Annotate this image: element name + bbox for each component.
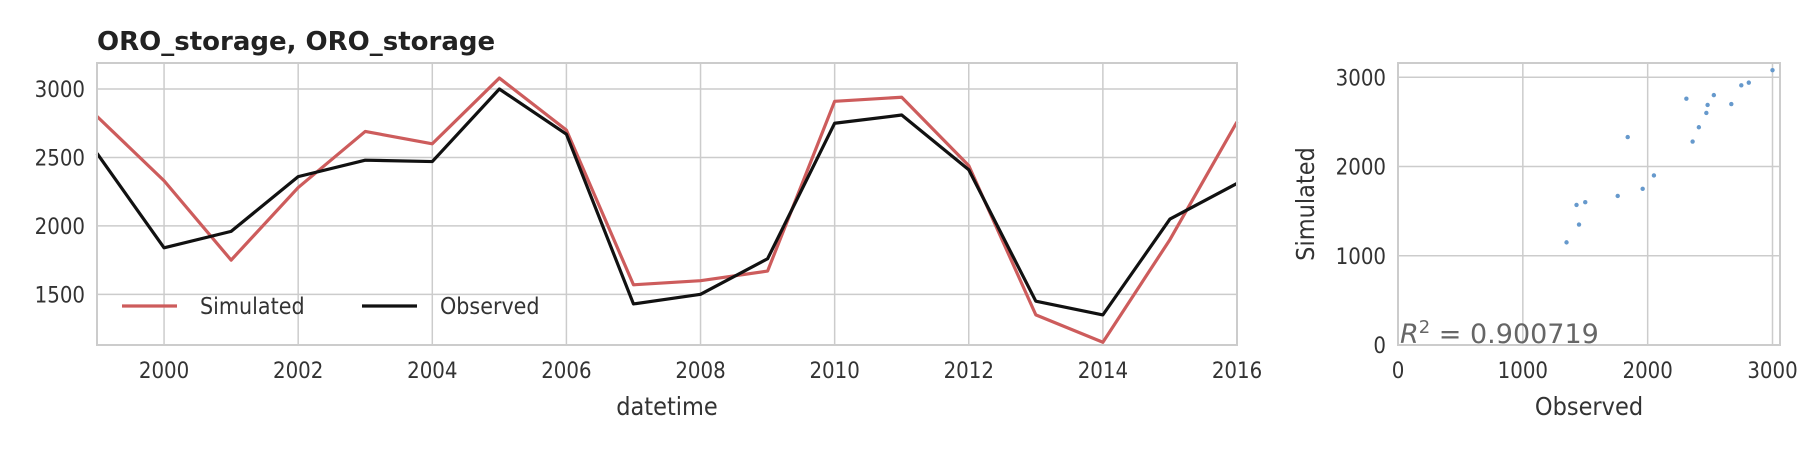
scatter-y-tick-labels: 0 1000 2000 3000 (1336, 66, 1386, 359)
legend-label-simulated: Simulated (200, 294, 305, 320)
y-tick-label: 2000 (35, 215, 85, 240)
x-tick-label: 2010 (809, 359, 859, 384)
scatter-point (1615, 193, 1620, 199)
line-series-group (95, 76, 1239, 344)
line-chart: ORO_storage, ORO_storage 1500 2000 2500 300… (35, 27, 1263, 421)
x-tick-label: 2006 (541, 359, 591, 384)
scatter-point (1770, 67, 1775, 73)
scatter-grid (1397, 63, 1780, 346)
scatter-point (1625, 134, 1630, 140)
scatter-point (1684, 96, 1689, 101)
chart-title: ORO_storage, ORO_storage (97, 27, 495, 57)
scatter-point (1711, 92, 1717, 98)
scatter-chart: 0 1000 2000 3000 0 1000 2000 3000 Observed Sim… (1291, 62, 1798, 421)
scatter-point (1576, 222, 1582, 227)
scatter-x-tick-labels: 0 1000 2000 3000 (1392, 359, 1798, 384)
scatter-point (1739, 83, 1744, 88)
x-tick-label: 2014 (1078, 359, 1128, 384)
scatter-x-tick-label: 1000 (1498, 359, 1548, 384)
scatter-point (1583, 200, 1588, 205)
y-tick-label: 3000 (35, 78, 85, 103)
scatter-point (1640, 186, 1645, 192)
x-tick-label: 2012 (944, 359, 994, 384)
scatter-point (1705, 102, 1710, 108)
r-squared-annotation: R2 = 0.900719 (1400, 317, 1599, 351)
legend: Simulated Observed (122, 294, 540, 320)
scatter-point (1574, 202, 1579, 208)
line-plot-frame (96, 62, 1238, 346)
scatter-points (1564, 67, 1775, 245)
scatter-point (1746, 80, 1751, 85)
scatter-y-tick-label: 3000 (1336, 66, 1386, 91)
y-tick-label: 2500 (35, 146, 85, 171)
r-squared-symbol: R (1400, 319, 1419, 350)
scatter-y-tick-label: 1000 (1336, 245, 1386, 270)
r-squared-value: = 0.900719 (1430, 319, 1599, 350)
scatter-x-tick-label: 2000 (1622, 359, 1672, 384)
x-tick-label: 2008 (675, 359, 725, 384)
x-tick-label: 2016 (1212, 359, 1262, 384)
r-squared-exponent: 2 (1419, 317, 1430, 338)
x-axis-label: datetime (616, 392, 718, 421)
scatter-point (1729, 101, 1734, 107)
x-tick-label: 2002 (273, 359, 323, 384)
legend-label-observed: Observed (440, 294, 540, 320)
scatter-point (1704, 110, 1709, 116)
scatter-plot-frame (1397, 62, 1781, 346)
x-tick-label: 2000 (139, 359, 189, 384)
y-tick-label: 1500 (35, 283, 85, 308)
scatter-point (1564, 240, 1569, 245)
x-tick-label: 2004 (407, 359, 457, 384)
scatter-point (1690, 139, 1695, 144)
scatter-x-tick-label: 3000 (1747, 359, 1797, 384)
series-line-observed (95, 87, 1238, 317)
scatter-point (1696, 125, 1702, 130)
scatter-y-tick-label: 2000 (1336, 156, 1386, 181)
line-y-tick-labels: 1500 2000 2500 3000 (35, 78, 85, 308)
line-x-tick-labels: 2000 2002 2004 2006 2008 2010 2012 2014 2016 (139, 359, 1262, 384)
scatter-x-tick-label: 0 (1392, 359, 1405, 384)
scatter-point (1651, 173, 1657, 178)
scatter-x-axis-label: Observed (1535, 392, 1643, 421)
scatter-y-axis-label: Simulated (1291, 147, 1320, 261)
series-line-simulated (95, 76, 1239, 344)
scatter-y-tick-label: 0 (1373, 334, 1386, 359)
